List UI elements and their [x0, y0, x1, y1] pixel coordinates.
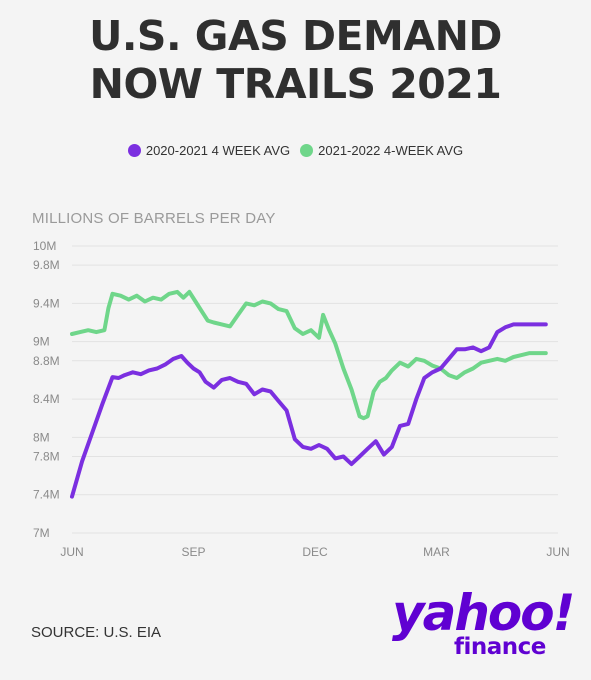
- chart-title: U.S. GAS DEMAND NOW TRAILS 2021: [0, 12, 591, 108]
- legend-item-2020-2021: 2020-2021 4 WEEK AVG: [127, 143, 291, 158]
- y-tick-label: 9M: [33, 335, 50, 349]
- y-tick-label: 10M: [33, 239, 56, 253]
- y-tick-label: 7.8M: [33, 449, 60, 463]
- y-axis-label: MILLIONS OF BARRELS PER DAY: [32, 210, 276, 227]
- yahoo-finance-logo: yahoo! finance: [392, 584, 575, 659]
- legend-item-2021-2022: 2021-2022 4-WEEK AVG: [300, 143, 463, 158]
- x-tick-label: SEP: [181, 545, 205, 559]
- logo-subtitle: finance: [454, 634, 546, 660]
- y-tick-label: 8M: [33, 430, 50, 444]
- y-tick-label: 9.4M: [33, 296, 60, 310]
- x-tick-label: JUN: [546, 545, 569, 559]
- source-note: SOURCE: U.S. EIA: [31, 624, 162, 641]
- legend-swatch-purple: [127, 144, 141, 157]
- y-tick-label: 8.4M: [33, 392, 60, 406]
- legend-label-2021-2022: 2021-2022 4-WEEK AVG: [318, 143, 464, 158]
- y-tick-label: 8.8M: [33, 354, 60, 368]
- legend-label-2020-2021: 2020-2021 4 WEEK AVG: [145, 143, 291, 158]
- series-line-2021-2022: [70, 289, 548, 421]
- y-tick-label: 7.4M: [33, 488, 60, 502]
- x-tick-label: DEC: [302, 545, 328, 559]
- legend: 2020-2021 4 WEEK AVG 2021-2022 4-WEEK AV…: [0, 143, 591, 158]
- logo-wordmark: yahoo!: [392, 584, 575, 642]
- y-tick-label: 7M: [33, 526, 50, 540]
- x-tick-label: MAR: [423, 545, 450, 559]
- y-tick-label: 9.8M: [33, 258, 60, 272]
- series-line-2020-2021: [70, 322, 548, 499]
- legend-swatch-green: [300, 144, 314, 157]
- x-tick-label: JUN: [60, 545, 83, 559]
- title-line-2: NOW TRAILS 2021: [89, 60, 502, 108]
- title-line-1: U.S. GAS DEMAND: [89, 12, 502, 60]
